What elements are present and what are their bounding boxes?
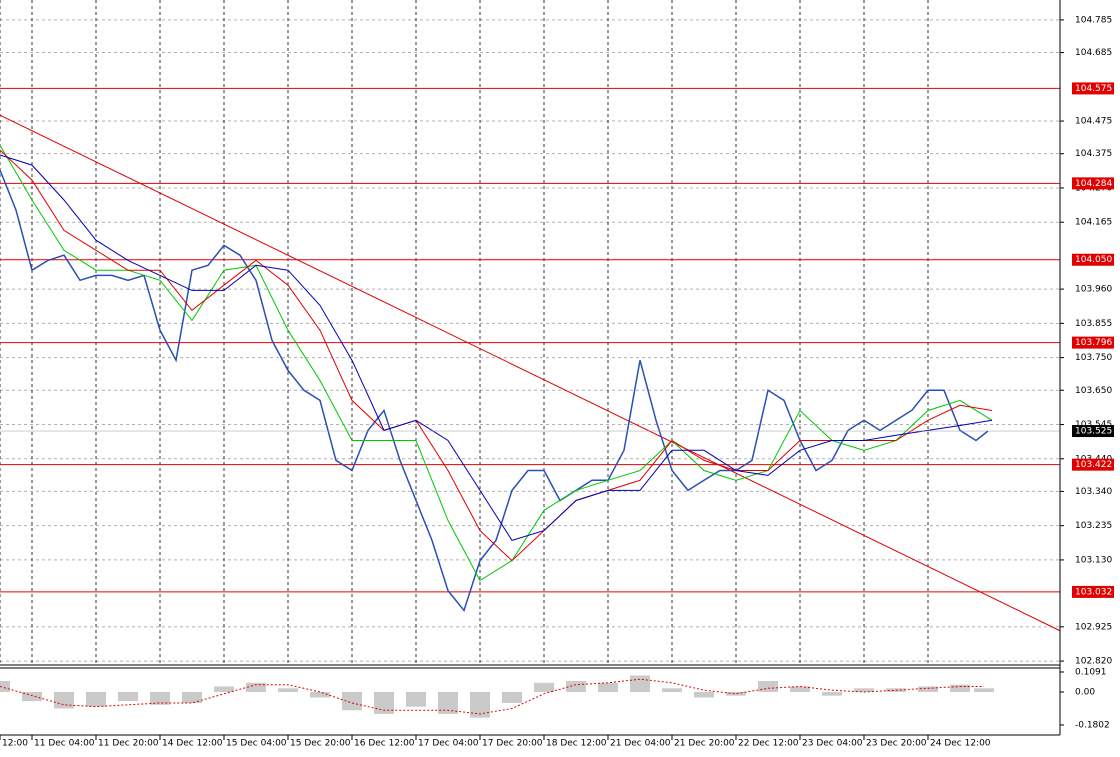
x-tick-label: 17 Dec 04:00: [418, 739, 479, 749]
histogram-bar: [566, 680, 586, 692]
series-line: [0, 144, 993, 582]
x-tick-label: 15 Dec 04:00: [226, 739, 287, 749]
histogram-bar: [630, 675, 650, 692]
histogram-bar: [406, 691, 426, 707]
histogram-bar: [54, 691, 74, 709]
histogram-bar: [534, 682, 554, 692]
y-tick-label: 104.685: [1075, 48, 1112, 58]
level-tag: [1072, 336, 1114, 349]
x-tick-label: 21 Dec 04:00: [610, 739, 671, 749]
histogram-bar: [918, 686, 938, 692]
x-tick-label: 11 Dec 20:00: [98, 739, 159, 749]
histogram-bar: [374, 691, 394, 714]
level-tag: [1072, 458, 1114, 471]
histogram-bar: [726, 691, 746, 696]
x-tick-label: 11 Dec 04:00: [34, 739, 95, 749]
histogram-bar: [950, 684, 970, 692]
histogram-bar: [342, 691, 362, 711]
histogram-bar: [758, 680, 778, 692]
x-tick-label: 16 Dec 12:00: [354, 739, 415, 749]
series-line: [0, 154, 993, 541]
y-tick-label: 0.00: [1075, 687, 1095, 697]
y-tick-label: 103.340: [1075, 487, 1112, 497]
x-tick-label: 22 Dec 12:00: [738, 739, 799, 749]
y-tick-label: -0.1802: [1075, 720, 1110, 730]
y-tick-label: 103.235: [1075, 521, 1112, 531]
level-tag: [1072, 253, 1114, 266]
x-tick-label: 15 Dec 20:00: [290, 739, 351, 749]
y-tick-label: 102.925: [1075, 622, 1112, 632]
y-tick-label: 102.820: [1075, 657, 1112, 667]
x-tick-label: 18 Dec 12:00: [546, 739, 607, 749]
series-line: [0, 149, 993, 562]
x-tick-label: 24 Dec 12:00: [930, 739, 991, 749]
level-label: 103.032: [1075, 587, 1112, 597]
histogram-bar: [86, 691, 106, 707]
histogram-bar: [974, 688, 994, 692]
histogram-bar: [502, 691, 522, 703]
level-label: 103.422: [1075, 460, 1112, 470]
x-tick-label: 23 Dec 04:00: [802, 739, 863, 749]
histogram-bar: [182, 691, 202, 703]
level-label: 104.575: [1075, 84, 1112, 94]
y-tick-label: 104.785: [1075, 15, 1112, 25]
x-tick-label: 23 Dec 20:00: [866, 739, 927, 749]
x-tick-label: 14 Dec 12:00: [162, 739, 223, 749]
y-tick-label: 103.855: [1075, 319, 1112, 329]
last-price-tag: [1072, 425, 1114, 438]
level-label: 103.796: [1075, 338, 1112, 348]
histogram-bar: [150, 691, 170, 705]
level-label: 104.050: [1075, 255, 1112, 265]
trendline: [0, 114, 1060, 632]
y-tick-label: 103.545: [1075, 420, 1112, 430]
x-tick-label: 17 Dec 20:00: [482, 739, 543, 749]
level-tag: [1072, 82, 1114, 95]
x-tick-label: 21 Dec 20:00: [674, 739, 735, 749]
last-price-label: 103.525: [1075, 427, 1112, 437]
histogram-bar: [822, 691, 842, 696]
histogram-bar: [22, 691, 42, 702]
histogram-bar: [310, 691, 330, 698]
y-tick-label: 103.750: [1075, 353, 1112, 363]
level-tag: [1072, 585, 1114, 598]
y-tick-label: 104.475: [1075, 117, 1112, 127]
histogram-bar: [118, 691, 138, 702]
histogram-bar: [470, 691, 490, 718]
histogram-bar: [790, 686, 810, 692]
histogram-bar: [214, 686, 234, 692]
y-tick-label: 104.375: [1075, 149, 1112, 159]
histogram-bar: [438, 691, 458, 714]
level-label: 104.284: [1075, 179, 1112, 189]
y-tick-label: 103.130: [1075, 555, 1112, 565]
histogram-bar: [662, 688, 682, 692]
series-line: [0, 169, 989, 613]
y-tick-label: 0.1091: [1075, 668, 1107, 678]
histogram-bar: [246, 682, 266, 692]
y-tick-label: 103.650: [1075, 386, 1112, 396]
x-tick-label: 12:00: [2, 739, 28, 749]
signal-line: [0, 678, 984, 715]
y-tick-label: 104.165: [1075, 218, 1112, 228]
histogram-bar: [278, 688, 298, 692]
histogram-bar: [0, 680, 10, 692]
histogram-bar: [694, 691, 714, 698]
level-tag: [1072, 177, 1114, 190]
y-tick-label: 103.960: [1075, 285, 1112, 295]
histogram-bar: [854, 688, 874, 692]
histogram-bar: [598, 682, 618, 692]
